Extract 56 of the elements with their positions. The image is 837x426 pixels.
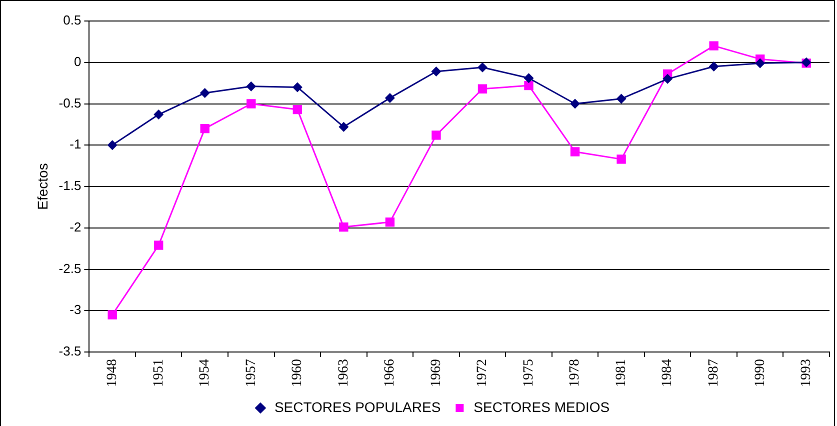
point <box>709 41 718 50</box>
point <box>246 99 256 108</box>
x-tick-label: 1981 <box>614 359 629 387</box>
x-tick-label: 1993 <box>799 359 814 387</box>
point <box>339 222 348 232</box>
y-axis-title: Efectos <box>34 163 50 210</box>
x-tick-label: 1975 <box>521 359 536 387</box>
x-tick-label: 1987 <box>706 359 722 387</box>
x-tick-label: 1954 <box>198 359 213 387</box>
y-tick-label: -3 <box>70 302 82 318</box>
y-tick-label: -0.5 <box>58 95 82 110</box>
point <box>384 92 395 103</box>
point <box>570 147 580 156</box>
y-tick-label: -2.5 <box>58 260 82 276</box>
x-tick-label: 1957 <box>244 359 259 387</box>
point <box>708 62 719 72</box>
legend-label: SECTORES MEDIOS <box>474 398 610 415</box>
point <box>108 310 117 320</box>
x-tick-label: 1960 <box>290 359 306 387</box>
point <box>524 73 534 84</box>
y-tick-label: -2 <box>70 219 82 234</box>
point <box>662 74 673 84</box>
point <box>385 217 395 227</box>
x-tick-label: 1963 <box>336 359 352 387</box>
legend-label: SECTORES POPULARES <box>274 398 441 415</box>
point <box>478 84 488 94</box>
point <box>292 104 302 114</box>
point <box>154 240 164 250</box>
point <box>755 58 766 68</box>
point <box>292 82 302 92</box>
x-tick-label: 1948 <box>105 359 120 387</box>
y-tick-label: -1 <box>70 136 82 152</box>
point <box>616 154 626 164</box>
x-tick-label: 1966 <box>382 359 398 387</box>
point <box>570 98 580 109</box>
x-tick-label: 1978 <box>568 359 583 387</box>
y-tick-label: 0 <box>74 54 82 69</box>
x-tick-label: 1951 <box>151 359 166 387</box>
point <box>200 88 210 98</box>
point <box>200 124 210 134</box>
x-tick-label: 1984 <box>660 359 676 387</box>
point <box>246 81 256 92</box>
point <box>616 94 626 104</box>
point <box>431 66 442 76</box>
x-tick-label: 1969 <box>428 359 444 387</box>
point <box>154 110 164 120</box>
y-tick-label: 0.5 <box>63 12 82 28</box>
x-tick-label: 1972 <box>475 359 490 387</box>
point <box>107 140 118 150</box>
point <box>477 62 488 72</box>
x-tick-label: 1990 <box>752 359 768 387</box>
point <box>432 130 441 140</box>
point <box>338 122 349 132</box>
y-tick-label: -3.5 <box>58 344 82 359</box>
point <box>524 80 534 90</box>
y-tick-label: -1.5 <box>58 178 82 194</box>
